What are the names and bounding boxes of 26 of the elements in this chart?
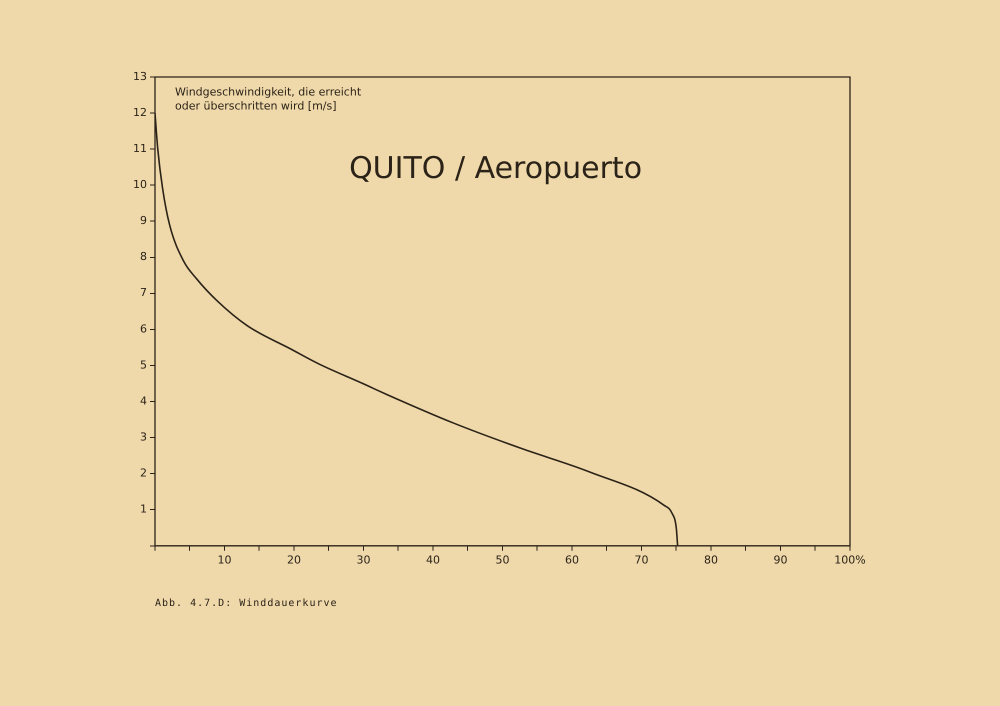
y-tick-label: 6 — [140, 322, 147, 336]
x-tick-label: 70 — [634, 553, 648, 566]
x-tick-label: 50 — [496, 553, 510, 566]
x-tick-label: 100% — [834, 553, 866, 566]
text: QUITO / Aeropuerto — [349, 150, 642, 186]
y-tick-label: 7 — [140, 286, 147, 300]
caption: Abb. 4.7.D: Winddauerkurve — [155, 598, 338, 609]
x-tick-label: 60 — [565, 553, 579, 566]
y-tick-label: 4 — [140, 394, 147, 408]
x-tick-label: 20 — [287, 553, 301, 566]
x-tick-label: 90 — [774, 553, 788, 566]
x-tick-label: 40 — [426, 553, 440, 566]
x-tick-label: 30 — [356, 553, 370, 566]
y-tick-label: 5 — [140, 358, 147, 372]
y-tick-label: 10 — [132, 178, 147, 192]
y-tick-label: 3 — [140, 430, 147, 444]
x-tick-label: 10 — [217, 553, 232, 566]
x-tick-label: 80 — [704, 553, 718, 566]
y-axis-title: Windgeschwindigkeit, die erreicht oder überschritten wird [m/s] — [174, 85, 362, 112]
y-tick-label: 13 — [132, 70, 147, 83]
y-tick-label: 9 — [140, 214, 147, 228]
y-tick-label: 1 — [140, 502, 147, 516]
y-tick-label: 12 — [132, 106, 147, 119]
y-tick-label: 11 — [132, 142, 147, 155]
y-tick-label: 8 — [140, 250, 147, 264]
y-tick-label: 2 — [140, 466, 147, 480]
